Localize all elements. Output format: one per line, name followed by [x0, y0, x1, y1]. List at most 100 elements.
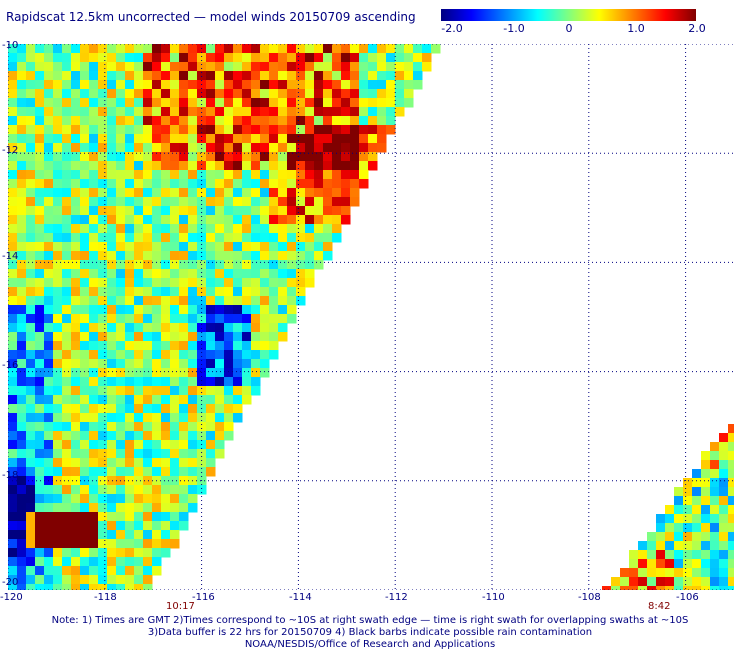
wind-cell — [269, 89, 279, 99]
wind-cell — [53, 98, 63, 108]
wind-cell — [251, 53, 261, 63]
wind-cell — [89, 377, 99, 387]
wind-cell — [260, 350, 270, 360]
wind-cell — [674, 568, 684, 578]
wind-cell — [107, 233, 117, 243]
wind-cell — [134, 89, 144, 99]
wind-cell — [314, 98, 324, 108]
wind-cell — [395, 80, 405, 90]
wind-cell — [8, 152, 18, 162]
wind-cell — [170, 278, 180, 288]
wind-cell — [359, 53, 369, 63]
wind-cell — [233, 305, 243, 315]
wind-cell — [197, 458, 207, 468]
wind-cell — [89, 386, 99, 396]
wind-cell — [683, 532, 693, 542]
wind-cell — [206, 314, 216, 324]
wind-cell — [170, 53, 180, 63]
wind-cell — [251, 71, 261, 81]
wind-cell — [116, 431, 126, 441]
wind-cell — [188, 188, 198, 198]
wind-cell — [116, 467, 126, 477]
wind-cell — [143, 584, 153, 590]
wind-cell — [71, 557, 81, 567]
wind-cell — [206, 260, 216, 270]
wind-cell — [44, 80, 54, 90]
wind-cell — [233, 53, 243, 63]
wind-cell — [197, 413, 207, 423]
wind-cell — [197, 377, 207, 387]
wind-cell — [53, 494, 63, 504]
wind-cell — [188, 170, 198, 180]
wind-cell — [179, 206, 189, 216]
wind-cell — [80, 107, 90, 117]
wind-cell — [233, 413, 243, 423]
wind-cell — [242, 287, 252, 297]
wind-cell — [143, 53, 153, 63]
wind-cell — [80, 575, 90, 585]
wind-cell — [53, 251, 63, 261]
wind-cell — [728, 478, 734, 488]
wind-cell — [71, 251, 81, 261]
wind-cell — [728, 523, 734, 533]
wind-cell — [368, 89, 378, 99]
wind-cell — [287, 53, 297, 63]
wind-cell — [278, 179, 288, 189]
wind-cell — [26, 467, 36, 477]
wind-cell — [179, 89, 189, 99]
wind-cell — [98, 512, 108, 522]
wind-cell — [98, 197, 108, 207]
wind-cell — [314, 260, 324, 270]
wind-cell — [215, 386, 225, 396]
wind-cell — [80, 386, 90, 396]
lat-tick-label: -18 — [2, 470, 19, 481]
wind-cell — [143, 134, 153, 144]
wind-cell — [116, 575, 126, 585]
wind-cell — [251, 233, 261, 243]
wind-cell — [98, 125, 108, 135]
wind-cell — [26, 440, 36, 450]
wind-cell — [89, 575, 99, 585]
wind-cell — [341, 197, 351, 207]
wind-cell — [143, 314, 153, 324]
wind-cell — [116, 440, 126, 450]
wind-cell — [98, 359, 108, 369]
wind-cell — [269, 62, 279, 72]
wind-cell — [125, 404, 135, 414]
wind-cell — [215, 287, 225, 297]
wind-cell — [17, 89, 27, 99]
wind-cell — [188, 260, 198, 270]
wind-cell — [125, 278, 135, 288]
wind-cell — [665, 550, 675, 560]
wind-cell — [332, 62, 342, 72]
wind-cell — [26, 260, 36, 270]
wind-cell — [206, 224, 216, 234]
wind-cell — [188, 143, 198, 153]
wind-cell — [224, 134, 234, 144]
wind-cell — [233, 62, 243, 72]
wind-cell — [224, 98, 234, 108]
wind-cell — [80, 512, 90, 522]
wind-cell — [161, 134, 171, 144]
wind-cell — [188, 305, 198, 315]
wind-cell — [26, 422, 36, 432]
wind-cell — [62, 188, 72, 198]
wind-cell — [647, 586, 657, 590]
wind-cell — [107, 314, 117, 324]
wind-cell — [269, 71, 279, 81]
wind-cell — [242, 233, 252, 243]
wind-cell — [44, 125, 54, 135]
wind-cell — [152, 341, 162, 351]
wind-cell — [359, 89, 369, 99]
wind-cell — [107, 80, 117, 90]
wind-cell — [26, 251, 36, 261]
wind-cell — [44, 368, 54, 378]
wind-cell — [251, 197, 261, 207]
wind-cell — [62, 98, 72, 108]
wind-cell — [98, 413, 108, 423]
wind-cell — [35, 107, 45, 117]
wind-cell — [134, 62, 144, 72]
wind-cell — [197, 485, 207, 495]
wind-cell — [161, 323, 171, 333]
colorbar-tick-label: -2.0 — [441, 22, 463, 35]
